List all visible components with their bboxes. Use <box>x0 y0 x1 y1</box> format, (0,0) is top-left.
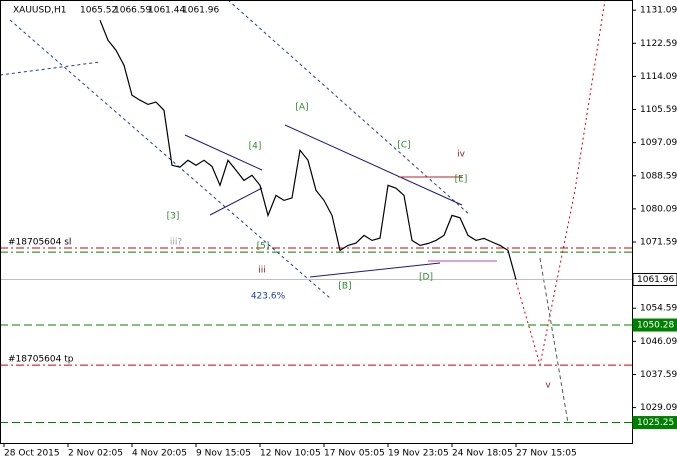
plot-frame <box>0 0 633 444</box>
y-tick-label: 1122.59 <box>640 39 677 49</box>
x-tick-label: 9 Nov 15:05 <box>196 449 251 459</box>
y-tick-label: 1071.59 <box>640 237 677 247</box>
x-tick-label: 17 Nov 05:05 <box>324 449 385 459</box>
ohlc-value: 1066.59 <box>114 6 151 16</box>
y-tick-label: 1046.09 <box>640 337 677 347</box>
y-tick-label: 1114.09 <box>640 72 677 82</box>
price-label: 1025.25 <box>637 418 674 428</box>
price-label-box <box>632 273 677 287</box>
wave-label: [A] <box>295 103 308 113</box>
price-label-box <box>632 318 677 332</box>
x-tick-label: 24 Nov 18:05 <box>452 449 513 459</box>
price-label: 1061.96 <box>637 275 674 285</box>
price-label: 1050.28 <box>637 321 674 331</box>
x-tick-label: 28 Oct 2015 <box>4 449 60 459</box>
wave-label: [B] <box>338 282 351 292</box>
price-label-box <box>632 416 677 430</box>
plot <box>0 19 632 424</box>
y-tick-label: 1097.09 <box>640 138 677 148</box>
y-tick-label: 1029.09 <box>640 403 677 413</box>
x-tick-label: 2 Nov 02:05 <box>68 449 123 459</box>
trend-line <box>309 262 441 278</box>
wave-label: [D] <box>419 273 433 283</box>
wave-label: [E] <box>455 175 468 185</box>
x-tick-label: 27 Nov 15:05 <box>516 449 577 459</box>
wave-label: [4] <box>249 142 262 152</box>
trend-line <box>184 134 263 171</box>
x-tick-label: 19 Nov 23:05 <box>388 449 449 459</box>
trend-line <box>284 124 463 206</box>
channel-line <box>9 19 331 299</box>
ohlc-value: 1061.44 <box>148 6 185 16</box>
wave-label: v <box>545 381 551 391</box>
wave-label: [5] <box>257 242 270 252</box>
price-line <box>99 19 517 280</box>
ohlc-value: 1061.96 <box>182 6 219 16</box>
wave-label: iii? <box>170 238 183 248</box>
drawings <box>0 0 606 424</box>
y-tick-label: 1105.59 <box>640 105 677 115</box>
y-tick-label: 1088.59 <box>640 171 677 181</box>
y-tick-label: 1131.09 <box>640 6 677 16</box>
x-tick-label: 4 Nov 20:05 <box>132 449 187 459</box>
y-tick-label: 1054.59 <box>640 304 677 314</box>
level-label: #18705604 sl <box>8 237 71 247</box>
wave-label: iv <box>457 150 466 160</box>
chart-title: XAUUSD,H1 <box>13 6 67 16</box>
wave-label: [3] <box>167 212 180 222</box>
wave-label: 423.6% <box>251 292 286 302</box>
level-label: #18705604 tp <box>8 355 74 365</box>
y-tick-label: 1080.09 <box>640 204 677 214</box>
wave-label: [C] <box>397 141 410 151</box>
forecast-path <box>514 0 606 366</box>
trend-line <box>209 187 263 216</box>
x-tick-label: 12 Nov 10:05 <box>260 449 321 459</box>
wave-label: iii <box>258 266 266 276</box>
y-tick-label: 1037.59 <box>640 370 677 380</box>
trend-line <box>0 61 101 76</box>
ohlc-value: 1065.52 <box>80 6 117 16</box>
